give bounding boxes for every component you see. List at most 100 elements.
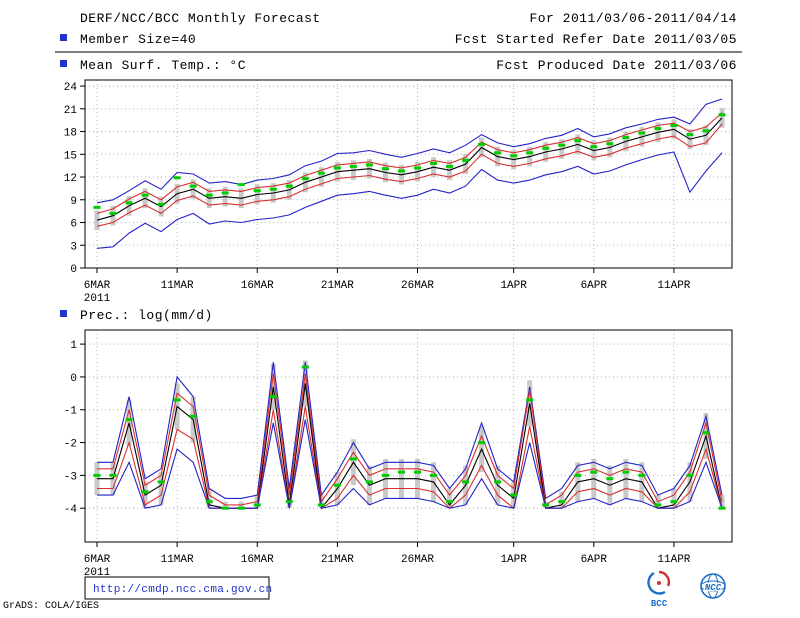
bcc-logo-label: BCC — [651, 599, 668, 609]
x-tick-label: 6MAR — [84, 554, 111, 566]
x-tick-label: 16MAR — [241, 280, 274, 292]
median-marker — [301, 177, 309, 181]
series-ensemble-mean — [97, 383, 723, 510]
median-marker — [205, 500, 213, 504]
produced-date-label: Fcst Produced Date 2011/03/06 — [496, 58, 737, 73]
median-marker — [654, 503, 662, 507]
median-marker — [558, 143, 566, 147]
spread-bar — [94, 210, 100, 231]
median-marker — [606, 142, 614, 146]
series-upper-envelope — [96, 98, 723, 204]
median-marker — [253, 189, 261, 193]
median-marker — [93, 473, 101, 477]
median-marker — [606, 477, 614, 481]
median-marker — [686, 473, 694, 477]
median-marker — [670, 123, 678, 127]
median-marker — [542, 503, 550, 507]
x-tick-label: 1APR — [500, 554, 527, 566]
median-marker — [301, 365, 309, 369]
x-tick-label: 6MAR — [84, 280, 111, 292]
median-marker — [446, 500, 454, 504]
x-tick-label: 6APR — [581, 554, 608, 566]
y-tick-label: -4 — [64, 504, 78, 516]
median-marker — [686, 133, 694, 137]
spread-bar — [286, 488, 292, 509]
median-marker — [718, 506, 726, 510]
median-marker — [285, 184, 293, 188]
median-marker — [365, 163, 373, 167]
bullet-icon — [60, 34, 67, 41]
median-marker — [430, 161, 438, 165]
y-tick-label: -2 — [64, 439, 77, 451]
x-tick-label: 11MAR — [161, 554, 194, 566]
spread-bar — [206, 488, 212, 509]
spread-bar — [447, 488, 453, 509]
median-marker — [221, 191, 229, 195]
url-box — [84, 576, 270, 600]
bcc-logo-blue-swirl — [647, 571, 666, 595]
median-marker — [189, 184, 197, 188]
y-tick-label: 21 — [64, 105, 78, 117]
median-marker — [141, 490, 149, 494]
median-marker — [590, 470, 598, 474]
median-marker — [510, 493, 518, 497]
median-marker — [189, 414, 197, 418]
median-marker — [654, 127, 662, 131]
bcc-logo: BCC — [647, 570, 671, 609]
ncc-logo: NCC — [700, 573, 726, 599]
x-tick-label: 16MAR — [241, 554, 274, 566]
x-tick-label: 11APR — [657, 554, 690, 566]
median-marker — [221, 506, 229, 510]
page-title: DERF/NCC/BCC Monthly Forecast — [80, 11, 321, 26]
ncc-logo-label: NCC — [705, 583, 722, 593]
median-marker — [494, 480, 502, 484]
median-marker — [478, 441, 486, 445]
median-marker — [526, 398, 534, 402]
bcc-logo-dot — [657, 581, 661, 585]
median-marker — [333, 483, 341, 487]
median-marker — [558, 500, 566, 504]
y-tick-label: 0 — [70, 373, 77, 385]
median-marker — [462, 480, 470, 484]
y-tick-label: -3 — [64, 471, 77, 483]
plot-frame — [84, 329, 733, 543]
median-marker — [430, 473, 438, 477]
y-tick-label: 18 — [64, 128, 77, 140]
y-tick-label: 1 — [70, 340, 77, 352]
x-tick-label: 1APR — [500, 280, 527, 292]
median-marker — [237, 183, 245, 187]
median-marker — [349, 164, 357, 168]
member-size-label: Member Size=40 — [80, 32, 196, 47]
series-upper-envelope — [97, 362, 723, 500]
series-upper-band — [96, 112, 723, 214]
median-marker — [718, 113, 726, 117]
x-year-label: 2011 — [84, 567, 111, 579]
median-marker — [414, 166, 422, 170]
median-marker — [141, 193, 149, 197]
x-tick-label: 6APR — [581, 280, 608, 292]
spread-bar — [559, 491, 565, 509]
median-marker — [157, 480, 165, 484]
y-tick-label: 6 — [70, 219, 77, 231]
median-marker — [397, 470, 405, 474]
median-marker — [381, 473, 389, 477]
median-marker — [670, 500, 678, 504]
median-marker — [702, 129, 710, 133]
site-url-link[interactable]: http://cmdp.ncc.cma.gov.cn — [93, 584, 272, 596]
spread-bar — [671, 488, 677, 509]
grads-credit: GrADS: COLA/IGES — [3, 600, 99, 612]
median-marker — [93, 205, 101, 209]
y-tick-label: 15 — [64, 150, 77, 162]
median-marker — [590, 145, 598, 149]
spread-bar — [158, 472, 164, 505]
median-marker — [317, 171, 325, 175]
x-year-label: 2011 — [84, 293, 111, 305]
median-marker — [622, 136, 630, 140]
median-marker — [381, 167, 389, 171]
refer-date-label: Fcst Started Refer Date 2011/03/05 — [455, 32, 737, 47]
series-upper-band — [97, 373, 723, 506]
median-marker — [173, 176, 181, 180]
y-tick-label: 24 — [64, 82, 78, 94]
